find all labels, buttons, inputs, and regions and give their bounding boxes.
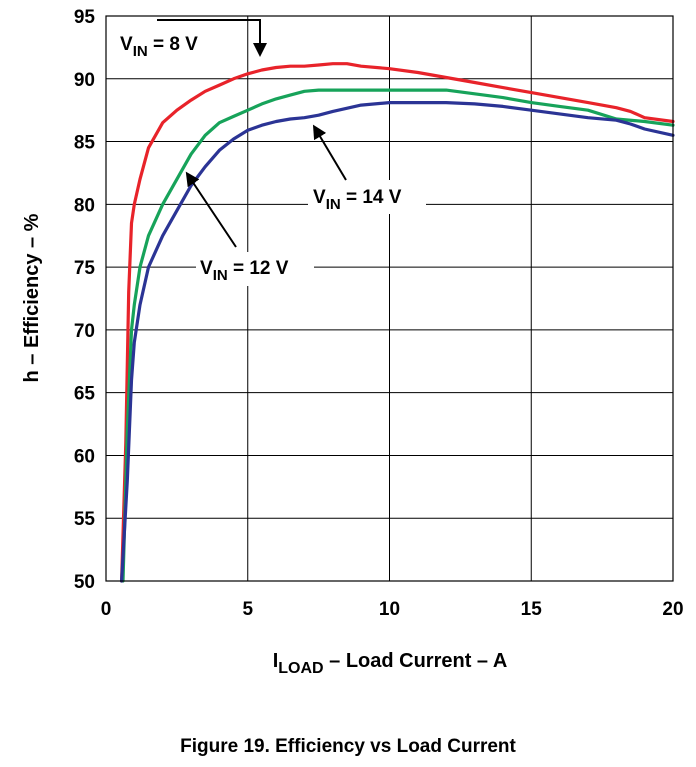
x-tick-label: 0: [101, 599, 112, 620]
y-tick-label: 60: [74, 446, 95, 467]
y-tick-label: 90: [74, 70, 95, 91]
x-tick-label: 5: [242, 599, 253, 620]
arrow-vin-8v: [157, 19, 267, 57]
y-tick-label: 75: [74, 258, 96, 279]
y-tick-label: 85: [74, 133, 96, 154]
x-axis-label-main: I: [273, 650, 279, 672]
y-tick-label: 50: [74, 572, 95, 593]
y-tick-label: 70: [74, 321, 95, 342]
x-tick-label: 20: [662, 599, 683, 620]
x-tick-label: 10: [379, 599, 400, 620]
x-axis-label-sub: LOAD: [278, 660, 323, 677]
x-axis-label: ILOAD – Load Current – A: [273, 650, 508, 677]
annotation-8v-background: [114, 26, 220, 60]
y-tick-label: 55: [74, 509, 96, 530]
arrow-vin-12v: [185, 171, 237, 248]
annotation-vin-14v: VIN = 14 V: [313, 187, 402, 213]
annotation-vin-12v: VIN = 12 V: [200, 258, 289, 284]
tick-labels: 0 5 10 15 20 50 55 60 65 70 75 80 85 90 95: [74, 7, 684, 620]
arrow-vin-14v: [312, 124, 347, 181]
x-axis-label-rest: – Load Current – A: [324, 650, 508, 672]
series-lines: [119, 62, 675, 583]
plot-frame: [105, 15, 674, 582]
series-line-vin-12-v: [121, 88, 675, 583]
y-tick-label: 95: [74, 7, 96, 28]
annotations: VIN = 8 V VIN = 14 V VIN = 12 V: [114, 19, 426, 286]
y-tick-label: 80: [74, 195, 95, 216]
annotation-vin-8v: VIN = 8 V: [120, 34, 198, 60]
series-line-vin-14-v: [119, 100, 675, 583]
figure-caption: Figure 19. Efficiency vs Load Current: [180, 736, 516, 757]
y-tick-label: 65: [74, 384, 96, 405]
x-tick-label: 15: [521, 599, 543, 620]
series-line-vin-8-v: [119, 62, 675, 583]
annotation-12v-background: [196, 252, 314, 286]
annotation-14v-background: [308, 180, 426, 214]
y-axis-label: h – Efficiency – %: [21, 213, 43, 382]
